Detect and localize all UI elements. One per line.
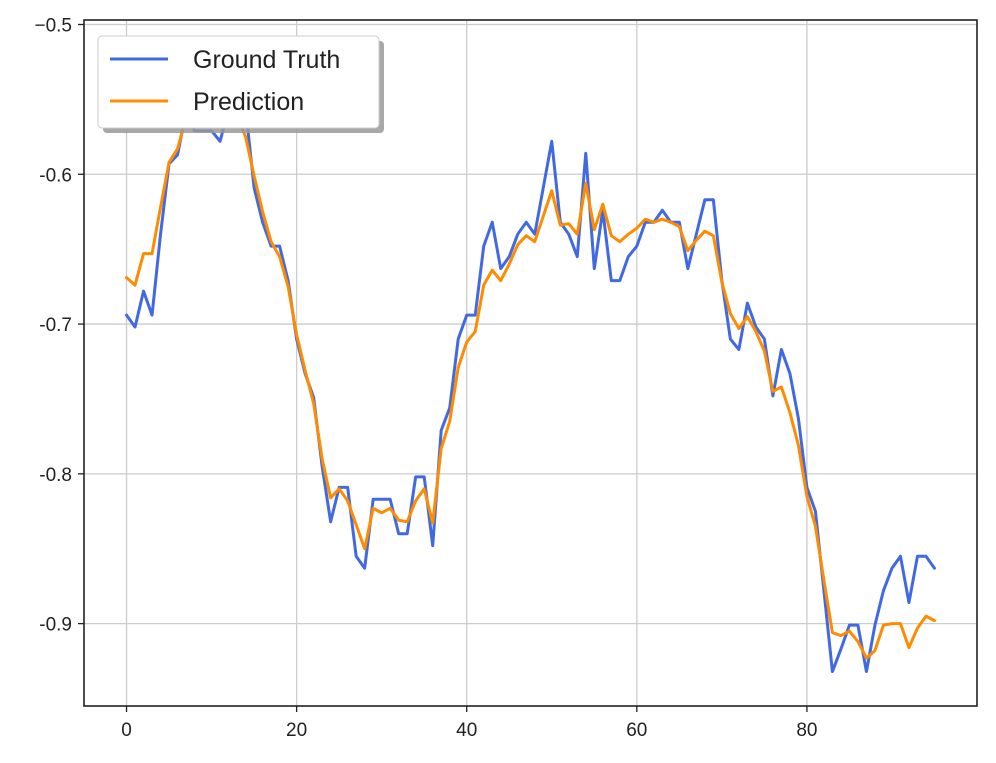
axis-ticks: 0 20 40 60 80 −0.5 -0.6 -0.7 -0.8 -0.9 (34, 15, 817, 741)
y-tick-label: -0.6 (39, 165, 72, 186)
series-line-prediction (125, 112, 936, 660)
y-tick-label: -0.7 (39, 315, 72, 336)
series-lines (125, 106, 936, 674)
x-tick-label: 0 (121, 720, 132, 741)
x-tick-label: 80 (796, 720, 817, 741)
series-line-ground-truth (125, 106, 936, 674)
legend-label-ground-truth: Ground Truth (193, 46, 340, 74)
plot-area-frame (83, 19, 978, 707)
x-tick-label: 60 (626, 720, 647, 741)
legend-box (97, 35, 380, 129)
x-tick-label: 40 (456, 720, 477, 741)
y-tick-label: -0.9 (39, 615, 72, 636)
y-tick-label: −0.5 (34, 15, 72, 36)
legend-label-prediction: Prediction (193, 88, 304, 116)
y-tick-label: -0.8 (39, 465, 72, 486)
legend: Ground Truth Prediction (97, 35, 384, 133)
x-tick-label: 20 (286, 720, 307, 741)
